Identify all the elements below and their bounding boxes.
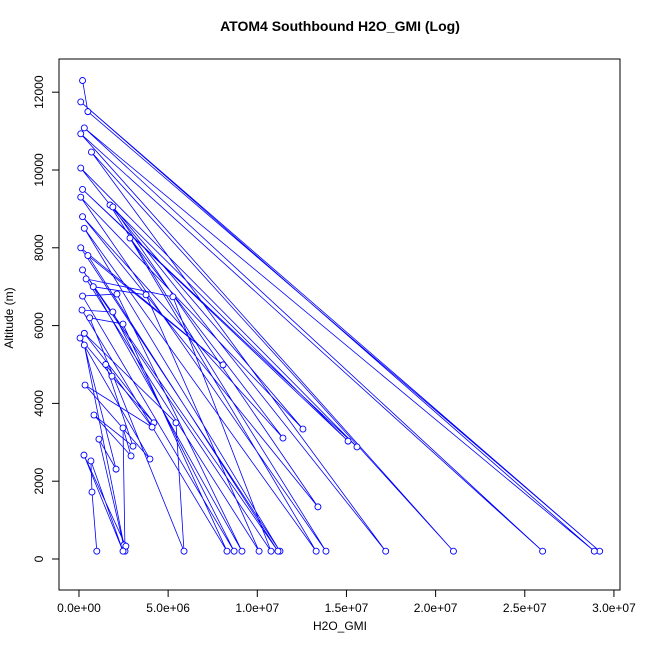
data-point [129, 442, 137, 450]
data-point [238, 547, 246, 555]
data-point [267, 547, 275, 555]
data-point [109, 203, 117, 211]
data-point [126, 234, 134, 242]
data-point [322, 547, 330, 555]
y-tick-label: 4000 [32, 390, 46, 417]
data-point [80, 224, 88, 232]
data-point [344, 437, 352, 445]
data-point [77, 244, 85, 252]
data-point [122, 542, 130, 550]
data-point [146, 455, 154, 463]
data-point [77, 164, 85, 172]
y-tick-label: 0 [32, 555, 46, 562]
x-tick-label: 2.0e+07 [414, 601, 458, 615]
data-point [142, 291, 150, 299]
data-line [79, 80, 600, 552]
data-point [180, 547, 188, 555]
data-point [87, 457, 95, 465]
data-point [299, 425, 307, 433]
data-point [80, 341, 88, 349]
data-point [86, 314, 94, 322]
data-point [89, 283, 97, 291]
plot-box [58, 58, 621, 591]
data-point [82, 275, 90, 283]
data-point [79, 77, 86, 84]
x-axis-title: H2O_GMI [313, 619, 367, 633]
data-point [95, 435, 103, 443]
y-tick-label: 6000 [32, 312, 46, 339]
data-point [127, 452, 135, 460]
data-point [108, 372, 116, 380]
data-point [77, 98, 85, 106]
data-point [113, 290, 121, 298]
data-point [314, 503, 322, 511]
data-point [80, 329, 88, 337]
y-axis-title: Altitude (m) [2, 287, 16, 348]
data-point [172, 419, 180, 427]
y-tick-label: 12000 [32, 75, 46, 109]
data-point [90, 411, 98, 419]
data-point [119, 547, 127, 555]
data-point [76, 334, 84, 342]
x-tick-label: 0.0e+00 [57, 601, 101, 615]
data-point [590, 547, 598, 555]
data-point [109, 308, 117, 316]
x-tick-label: 1.5e+07 [325, 601, 369, 615]
data-point [77, 130, 85, 138]
data-point [382, 547, 390, 555]
x-tick-label: 1.0e+07 [235, 601, 279, 615]
data-point [169, 293, 177, 301]
data-point [112, 465, 120, 473]
data-point [274, 547, 282, 555]
data-point [88, 148, 95, 156]
data-point [79, 266, 86, 274]
chart-title: ATOM4 Southbound H2O_GMI (Log) [220, 18, 460, 34]
data-point [539, 547, 547, 555]
y-tick-label: 10000 [32, 153, 46, 187]
data-point [93, 547, 101, 555]
x-tick-label: 2.5e+07 [503, 601, 547, 615]
data-point [88, 488, 96, 496]
data-point [84, 108, 92, 116]
data-point [79, 185, 86, 193]
data-point [78, 306, 86, 314]
data-point [119, 424, 127, 432]
data-point [230, 547, 238, 555]
data-point [312, 547, 320, 555]
data-point [79, 292, 86, 300]
data-point [119, 320, 127, 328]
data-point [80, 124, 88, 132]
data-point [77, 193, 85, 201]
data-point [255, 547, 263, 555]
data-point [148, 423, 156, 431]
data-point [219, 361, 227, 369]
y-tick-label: 8000 [32, 234, 46, 261]
data-point [81, 381, 89, 389]
data-point [79, 213, 86, 221]
data-point [223, 547, 231, 555]
x-tick-label: 3.0e+07 [592, 601, 636, 615]
data-point [279, 434, 287, 442]
data-point [84, 252, 92, 260]
data-point [449, 547, 457, 555]
data-point [353, 443, 361, 451]
data-point [102, 361, 110, 368]
x-tick-label: 5.0e+06 [146, 601, 190, 615]
y-tick-label: 2000 [32, 468, 46, 495]
data-point [80, 451, 88, 459]
